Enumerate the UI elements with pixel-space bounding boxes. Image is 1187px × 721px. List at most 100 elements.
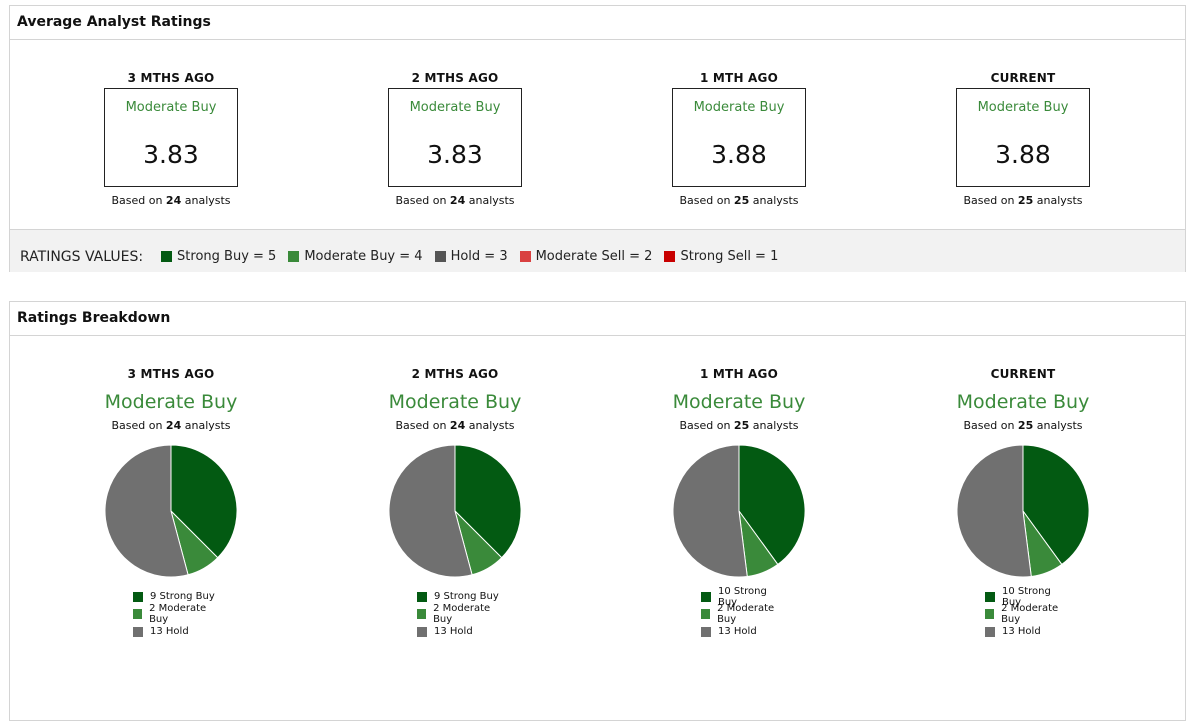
swatch-icon [417,609,427,620]
breakdown-period-3-mths-ago: 3 MTHS AGO Moderate Buy Based on 24 anal… [29,367,313,641]
rating-label: Moderate Buy [104,391,238,413]
based-on-text: Based on 25 analysts [679,194,799,207]
pie-svg [672,444,806,578]
rating-value: 3.83 [143,140,199,169]
legend-hold: 13 Hold [701,623,789,641]
rating-value: 3.88 [995,140,1051,169]
analyst-count: 25 [733,419,750,432]
pie-slice-hold [672,444,748,578]
based-on-text: Based on 24 analysts [395,194,515,207]
legend-hold: 13 Hold [417,623,505,641]
pie-chart [388,444,522,578]
period-title: CURRENT [990,367,1056,381]
swatch-icon [417,626,427,637]
pie-slice-strong-buy [170,444,238,559]
pie-slice-hold [388,444,473,578]
analyst-count: 25 [1017,419,1034,432]
period-title: 2 MTHS AGO [411,71,499,85]
pie-slice-strong-buy [454,444,522,559]
swatch-icon [701,626,711,637]
swatch-icon [985,609,995,620]
analyst-count: 24 [165,194,182,207]
based-on-text: Based on 25 analysts [679,419,799,432]
analyst-count: 24 [165,419,182,432]
swatch-icon [133,591,143,602]
pie-slice-hold [104,444,189,578]
pie-svg [104,444,238,578]
legend-strong-buy: 10 Strong Buy [701,586,789,608]
swatch-icon [288,251,300,262]
swatch-icon [417,591,427,602]
analyst-count: 24 [449,194,466,207]
breakdown-period-current: CURRENT Moderate Buy Based on 25 analyst… [881,367,1165,641]
pie-slice-strong-buy [738,444,806,566]
avg-period-2-mths-ago: 2 MTHS AGO Moderate Buy 3.83 Based on 24… [313,71,597,207]
swatch-icon [133,626,143,637]
swatch-icon [519,251,531,262]
swatch-icon [985,591,995,602]
rating-box: Moderate Buy 3.88 [672,88,806,187]
ratings-value-hold: Hold = 3 [434,249,508,264]
pie-slice-strong-buy [1022,444,1090,566]
pie-chart [956,444,1090,578]
breakdown-panel-title: Ratings Breakdown [10,302,1185,336]
rating-label: Moderate Buy [672,391,806,413]
period-title: 2 MTHS AGO [411,367,499,381]
pie-svg [956,444,1090,578]
ratings-value-moderate-sell: Moderate Sell = 2 [519,249,652,264]
pie-svg [388,444,522,578]
ratings-value-strong-buy: Strong Buy = 5 [161,249,276,264]
ratings-breakdown-panel: Ratings Breakdown 3 MTHS AGO Moderate Bu… [9,301,1186,721]
based-on-text: Based on 24 analysts [395,419,515,432]
rating-box: Moderate Buy 3.83 [104,88,238,187]
legend-moderate-buy: 2 Moderate Buy [701,603,789,625]
swatch-icon [701,591,711,602]
period-title: 3 MTHS AGO [127,367,215,381]
legend-hold: 13 Hold [133,623,221,641]
based-on-text: Based on 25 analysts [963,194,1083,207]
rating-label: Moderate Buy [977,100,1069,115]
legend-strong-buy: 10 Strong Buy [985,586,1073,608]
ratings-value-strong-sell: Strong Sell = 1 [664,249,778,264]
analyst-count: 25 [1017,194,1034,207]
pie-legend: 10 Strong Buy 2 Moderate Buy 13 Hold [973,586,1073,641]
ratings-values-label: RATINGS VALUES: [20,248,144,265]
legend-strong-buy: 9 Strong Buy [133,588,221,606]
swatch-icon [664,251,676,262]
avg-period-current: CURRENT Moderate Buy 3.88 Based on 25 an… [881,71,1165,207]
avg-period-1-mth-ago: 1 MTH AGO Moderate Buy 3.88 Based on 25 … [597,71,881,207]
analyst-count: 24 [449,419,466,432]
swatch-icon [434,251,446,262]
swatch-icon [701,609,711,620]
legend-moderate-buy: 2 Moderate Buy [133,603,221,625]
ratings-values-legend: RATINGS VALUES: Strong Buy = 5 Moderate … [10,229,1185,272]
legend-moderate-buy: 2 Moderate Buy [417,603,505,625]
rating-value: 3.88 [711,140,767,169]
rating-label: Moderate Buy [956,391,1090,413]
rating-label: Moderate Buy [125,100,217,115]
based-on-text: Based on 24 analysts [111,194,231,207]
pie-legend: 9 Strong Buy 2 Moderate Buy 13 Hold [405,588,505,641]
based-on-text: Based on 24 analysts [111,419,231,432]
period-title: 1 MTH AGO [699,71,778,85]
pie-chart [104,444,238,578]
breakdown-period-2-mths-ago: 2 MTHS AGO Moderate Buy Based on 24 anal… [313,367,597,641]
avg-panel-title: Average Analyst Ratings [10,6,1185,40]
ratings-value-moderate-buy: Moderate Buy = 4 [288,249,423,264]
rating-box: Moderate Buy 3.88 [956,88,1090,187]
pie-slice-hold [956,444,1032,578]
swatch-icon [985,626,995,637]
pie-legend: 9 Strong Buy 2 Moderate Buy 13 Hold [121,588,221,641]
average-analyst-ratings-panel: Average Analyst Ratings 3 MTHS AGO Moder… [9,5,1186,272]
legend-hold: 13 Hold [985,623,1073,641]
breakdown-period-1-mth-ago: 1 MTH AGO Moderate Buy Based on 25 analy… [597,367,881,641]
period-title: CURRENT [990,71,1056,85]
analyst-count: 25 [733,194,750,207]
swatch-icon [133,609,143,620]
period-title: 3 MTHS AGO [127,71,215,85]
rating-label: Moderate Buy [693,100,785,115]
pie-legend: 10 Strong Buy 2 Moderate Buy 13 Hold [689,586,789,641]
avg-period-3-mths-ago: 3 MTHS AGO Moderate Buy 3.83 Based on 24… [29,71,313,207]
based-on-text: Based on 25 analysts [963,419,1083,432]
pie-chart [672,444,806,578]
